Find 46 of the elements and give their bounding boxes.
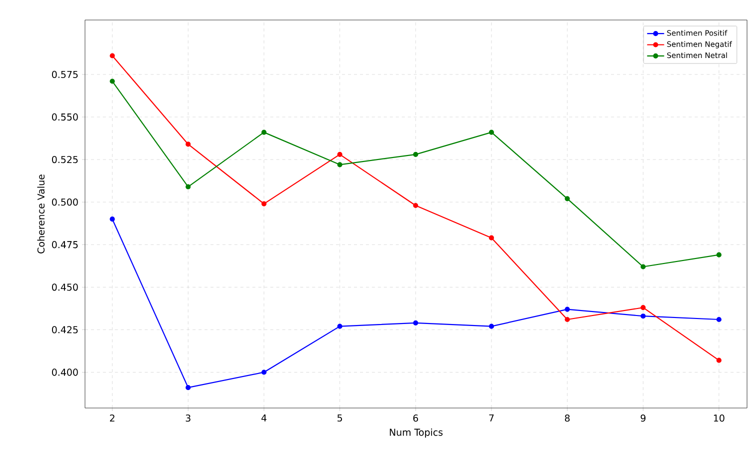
- x-tick-label: 4: [261, 414, 266, 422]
- y-tick-label: 0.550: [52, 113, 78, 121]
- x-tick-label: 6: [413, 414, 418, 422]
- point: [716, 316, 722, 322]
- x-axis-title: Num Topics: [390, 428, 443, 438]
- point: [261, 370, 267, 375]
- y-tick-label: 0.525: [52, 156, 78, 164]
- x-tick-label: 5: [338, 414, 342, 422]
- point: [716, 358, 722, 363]
- x-tick-label: 10: [714, 414, 724, 422]
- point: [186, 385, 191, 390]
- point: [413, 152, 418, 157]
- point: [716, 252, 722, 258]
- y-tick-label: 0.575: [52, 70, 78, 78]
- y-tick-label: 0.425: [52, 326, 78, 334]
- point: [110, 78, 115, 84]
- x-tick-label: 3: [186, 414, 190, 422]
- point: [186, 142, 191, 147]
- point: [640, 314, 646, 319]
- y-tick-label: 0.500: [52, 198, 78, 206]
- x-tick-label: 2: [110, 414, 114, 422]
- x-tick-label: 9: [640, 414, 646, 422]
- point: [261, 130, 267, 135]
- point: [564, 196, 570, 202]
- x-tick-label: 7: [489, 414, 494, 422]
- point: [337, 152, 342, 157]
- point: [413, 202, 418, 208]
- point: [488, 130, 494, 135]
- point: [488, 235, 494, 240]
- point: [337, 162, 342, 168]
- point: [186, 184, 191, 190]
- point: [261, 201, 267, 206]
- x-tick-label: 8: [564, 414, 570, 422]
- point: [110, 216, 115, 222]
- y-tick-label: 0.450: [52, 284, 78, 291]
- point: [110, 53, 115, 58]
- y-axis-title: Coherence Value: [37, 174, 45, 254]
- y-tick-label: 0.400: [52, 368, 78, 376]
- point: [640, 305, 646, 310]
- point: [488, 324, 494, 329]
- point: [564, 306, 570, 312]
- point: [413, 320, 418, 326]
- y-tick-label: 0.475: [52, 241, 78, 248]
- point: [640, 264, 646, 270]
- point: [337, 324, 342, 329]
- point: [564, 316, 570, 322]
